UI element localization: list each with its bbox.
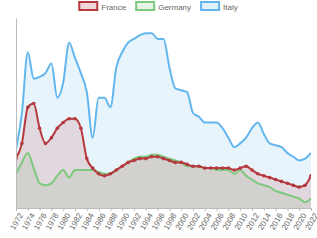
point-marker xyxy=(191,164,195,168)
point-marker xyxy=(174,161,178,165)
point-marker xyxy=(32,102,36,106)
x-tick-mark xyxy=(193,208,194,211)
x-tick-mark xyxy=(299,208,300,211)
point-marker xyxy=(292,183,296,187)
x-axis-line xyxy=(17,208,312,209)
point-marker xyxy=(162,157,166,161)
point-marker xyxy=(120,164,124,168)
x-tick-mark xyxy=(122,208,123,211)
point-marker xyxy=(168,159,172,163)
point-marker xyxy=(91,166,95,170)
legend-swatch xyxy=(136,2,154,10)
x-tick-mark xyxy=(99,208,100,211)
point-marker xyxy=(268,176,272,180)
point-marker xyxy=(38,126,42,130)
x-tick-mark xyxy=(264,208,265,211)
point-marker xyxy=(97,172,101,176)
series-line xyxy=(16,104,311,188)
x-tick: 2022 xyxy=(303,208,317,232)
point-marker xyxy=(20,142,24,146)
point-marker xyxy=(79,126,83,130)
legend-item[interactable]: Italy xyxy=(201,2,238,12)
point-marker xyxy=(109,172,113,176)
point-marker xyxy=(44,142,48,146)
x-tick-mark xyxy=(181,208,182,211)
point-marker xyxy=(274,178,278,182)
x-tick-mark xyxy=(28,208,29,211)
x-tick-mark xyxy=(146,208,147,211)
point-marker xyxy=(67,117,71,121)
point-marker xyxy=(297,185,301,189)
point-marker xyxy=(26,106,30,110)
legend-item[interactable]: France xyxy=(79,2,126,12)
point-marker xyxy=(179,161,183,165)
point-marker xyxy=(244,164,248,168)
point-marker xyxy=(56,126,60,130)
x-tick-mark xyxy=(134,208,135,211)
plot: 1972197419761978198019821984198619881990… xyxy=(8,19,317,232)
point-marker xyxy=(250,168,254,172)
series-area xyxy=(16,104,311,209)
x-tick-mark xyxy=(252,208,253,211)
point-marker xyxy=(115,168,119,172)
series-area xyxy=(16,33,311,208)
x-tick-mark xyxy=(87,208,88,211)
chart-svg: 1972197419761978198019821984198619881990… xyxy=(0,0,317,238)
point-marker xyxy=(233,168,237,172)
point-marker xyxy=(280,180,284,184)
point-marker xyxy=(227,166,231,170)
x-tick-mark xyxy=(40,208,41,211)
point-marker xyxy=(132,159,136,163)
legend: France Germany Italy xyxy=(79,2,237,12)
x-tick-mark xyxy=(240,208,241,211)
legend-item[interactable]: Germany xyxy=(136,2,191,12)
x-tick-mark xyxy=(228,208,229,211)
x-tick-mark xyxy=(287,208,288,211)
marks xyxy=(16,33,311,208)
x-tick-mark xyxy=(158,208,159,211)
point-marker xyxy=(185,163,189,167)
point-marker xyxy=(138,157,142,161)
point-marker xyxy=(286,182,290,186)
point-marker xyxy=(126,161,130,165)
x-tick-mark xyxy=(63,208,64,211)
point-marker xyxy=(150,155,154,159)
legend-label: Germany xyxy=(158,3,191,12)
x-tick-mark xyxy=(110,208,111,211)
point-marker xyxy=(50,136,54,140)
legend-label: France xyxy=(101,3,126,12)
x-tick-mark xyxy=(169,208,170,211)
x-tick-mark xyxy=(205,208,206,211)
legend-swatch xyxy=(79,2,97,10)
x-tick-mark xyxy=(75,208,76,211)
point-marker xyxy=(303,183,307,187)
legend-swatch xyxy=(201,2,219,10)
point-marker xyxy=(73,117,77,121)
point-marker xyxy=(144,157,148,161)
point-marker xyxy=(262,174,266,178)
x-tick-mark xyxy=(51,208,52,211)
x-tick-label: 2022 xyxy=(303,211,317,231)
point-marker xyxy=(61,121,65,125)
point-marker xyxy=(103,174,107,178)
point-marker xyxy=(238,166,242,170)
y-axis xyxy=(16,19,17,209)
point-marker xyxy=(256,172,260,176)
series-line xyxy=(16,33,311,160)
x-tick-mark xyxy=(311,208,312,211)
point-marker xyxy=(203,166,207,170)
chart-container: 1972197419761978198019821984198619881990… xyxy=(0,0,317,238)
y-axis-line xyxy=(16,19,17,209)
point-marker xyxy=(197,164,201,168)
legend-label: Italy xyxy=(223,3,238,12)
x-tick-mark xyxy=(217,208,218,211)
point-marker xyxy=(156,155,160,159)
point-marker xyxy=(85,157,89,161)
point-marker xyxy=(215,166,219,170)
x-axis: 1972197419761978198019821984198619881990… xyxy=(8,208,317,232)
point-marker xyxy=(221,166,225,170)
x-tick-mark xyxy=(276,208,277,211)
point-marker xyxy=(209,166,213,170)
point-marker xyxy=(309,174,311,178)
